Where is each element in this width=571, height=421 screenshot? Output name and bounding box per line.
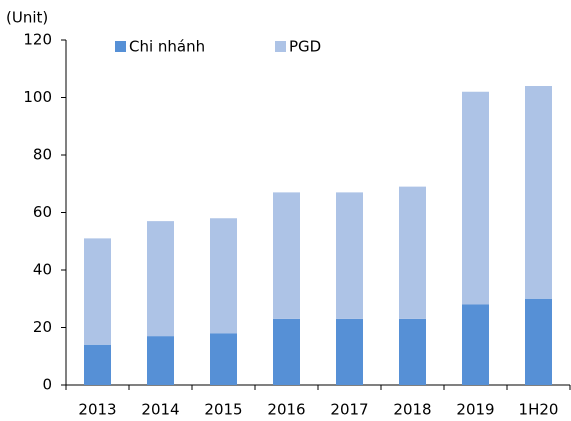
- x-tick-label: 2019: [456, 401, 494, 419]
- bar-segment: [462, 91, 489, 305]
- bar-segment: [210, 333, 237, 385]
- y-tick-label: 80: [33, 146, 52, 164]
- x-tick-label: 2015: [204, 401, 242, 419]
- bar-segment: [399, 318, 426, 385]
- bar-segment: [336, 318, 363, 385]
- y-tick-label: 120: [23, 31, 52, 49]
- legend-swatch: [275, 41, 286, 52]
- x-tick-label: 2018: [393, 401, 431, 419]
- bar-segment: [147, 221, 174, 337]
- legend-label: PGD: [289, 38, 321, 56]
- x-tick-label: 2014: [141, 401, 179, 419]
- bar-segment: [399, 186, 426, 319]
- y-axis-label: (Unit): [6, 9, 48, 27]
- y-tick-label: 0: [42, 376, 52, 394]
- y-tick-label: 20: [33, 318, 52, 336]
- x-tick-label: 2016: [267, 401, 305, 419]
- bar-segment: [84, 238, 111, 345]
- bar-segment: [273, 192, 300, 319]
- x-tick-label: 1H20: [519, 401, 559, 419]
- bar-segment: [210, 218, 237, 334]
- y-tick-label: 40: [33, 261, 52, 279]
- legend-label: Chi nhánh: [129, 38, 205, 56]
- bar-segment: [525, 298, 552, 385]
- bar-segment: [147, 336, 174, 385]
- legend-swatch: [115, 41, 126, 52]
- y-tick-label: 100: [23, 88, 52, 106]
- bar-segment: [336, 192, 363, 319]
- bar-segment: [273, 318, 300, 385]
- bar-segment: [84, 344, 111, 385]
- x-tick-label: 2017: [330, 401, 368, 419]
- y-tick-label: 60: [33, 203, 52, 221]
- bar-segment: [525, 86, 552, 299]
- x-tick-label: 2013: [78, 401, 116, 419]
- bar-segment: [462, 304, 489, 385]
